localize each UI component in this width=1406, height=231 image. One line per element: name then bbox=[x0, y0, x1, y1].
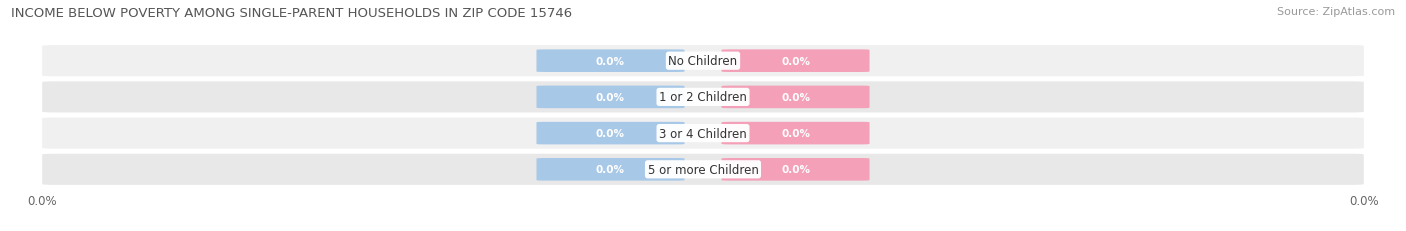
Text: 3 or 4 Children: 3 or 4 Children bbox=[659, 127, 747, 140]
Text: 0.0%: 0.0% bbox=[596, 56, 626, 66]
FancyBboxPatch shape bbox=[537, 50, 685, 73]
FancyBboxPatch shape bbox=[537, 158, 685, 181]
Text: Source: ZipAtlas.com: Source: ZipAtlas.com bbox=[1277, 7, 1395, 17]
FancyBboxPatch shape bbox=[537, 86, 685, 109]
Text: 0.0%: 0.0% bbox=[780, 92, 810, 103]
Text: 0.0%: 0.0% bbox=[780, 165, 810, 175]
Text: 0.0%: 0.0% bbox=[596, 92, 626, 103]
Text: No Children: No Children bbox=[668, 55, 738, 68]
FancyBboxPatch shape bbox=[42, 154, 1364, 185]
Text: 0.0%: 0.0% bbox=[780, 128, 810, 139]
FancyBboxPatch shape bbox=[42, 118, 1364, 149]
Text: 0.0%: 0.0% bbox=[596, 128, 626, 139]
FancyBboxPatch shape bbox=[721, 86, 869, 109]
FancyBboxPatch shape bbox=[721, 50, 869, 73]
FancyBboxPatch shape bbox=[42, 46, 1364, 77]
Text: 5 or more Children: 5 or more Children bbox=[648, 163, 758, 176]
Text: 0.0%: 0.0% bbox=[780, 56, 810, 66]
Text: 1 or 2 Children: 1 or 2 Children bbox=[659, 91, 747, 104]
FancyBboxPatch shape bbox=[721, 158, 869, 181]
FancyBboxPatch shape bbox=[721, 122, 869, 145]
FancyBboxPatch shape bbox=[537, 122, 685, 145]
FancyBboxPatch shape bbox=[42, 82, 1364, 113]
Text: INCOME BELOW POVERTY AMONG SINGLE-PARENT HOUSEHOLDS IN ZIP CODE 15746: INCOME BELOW POVERTY AMONG SINGLE-PARENT… bbox=[11, 7, 572, 20]
Text: 0.0%: 0.0% bbox=[596, 165, 626, 175]
